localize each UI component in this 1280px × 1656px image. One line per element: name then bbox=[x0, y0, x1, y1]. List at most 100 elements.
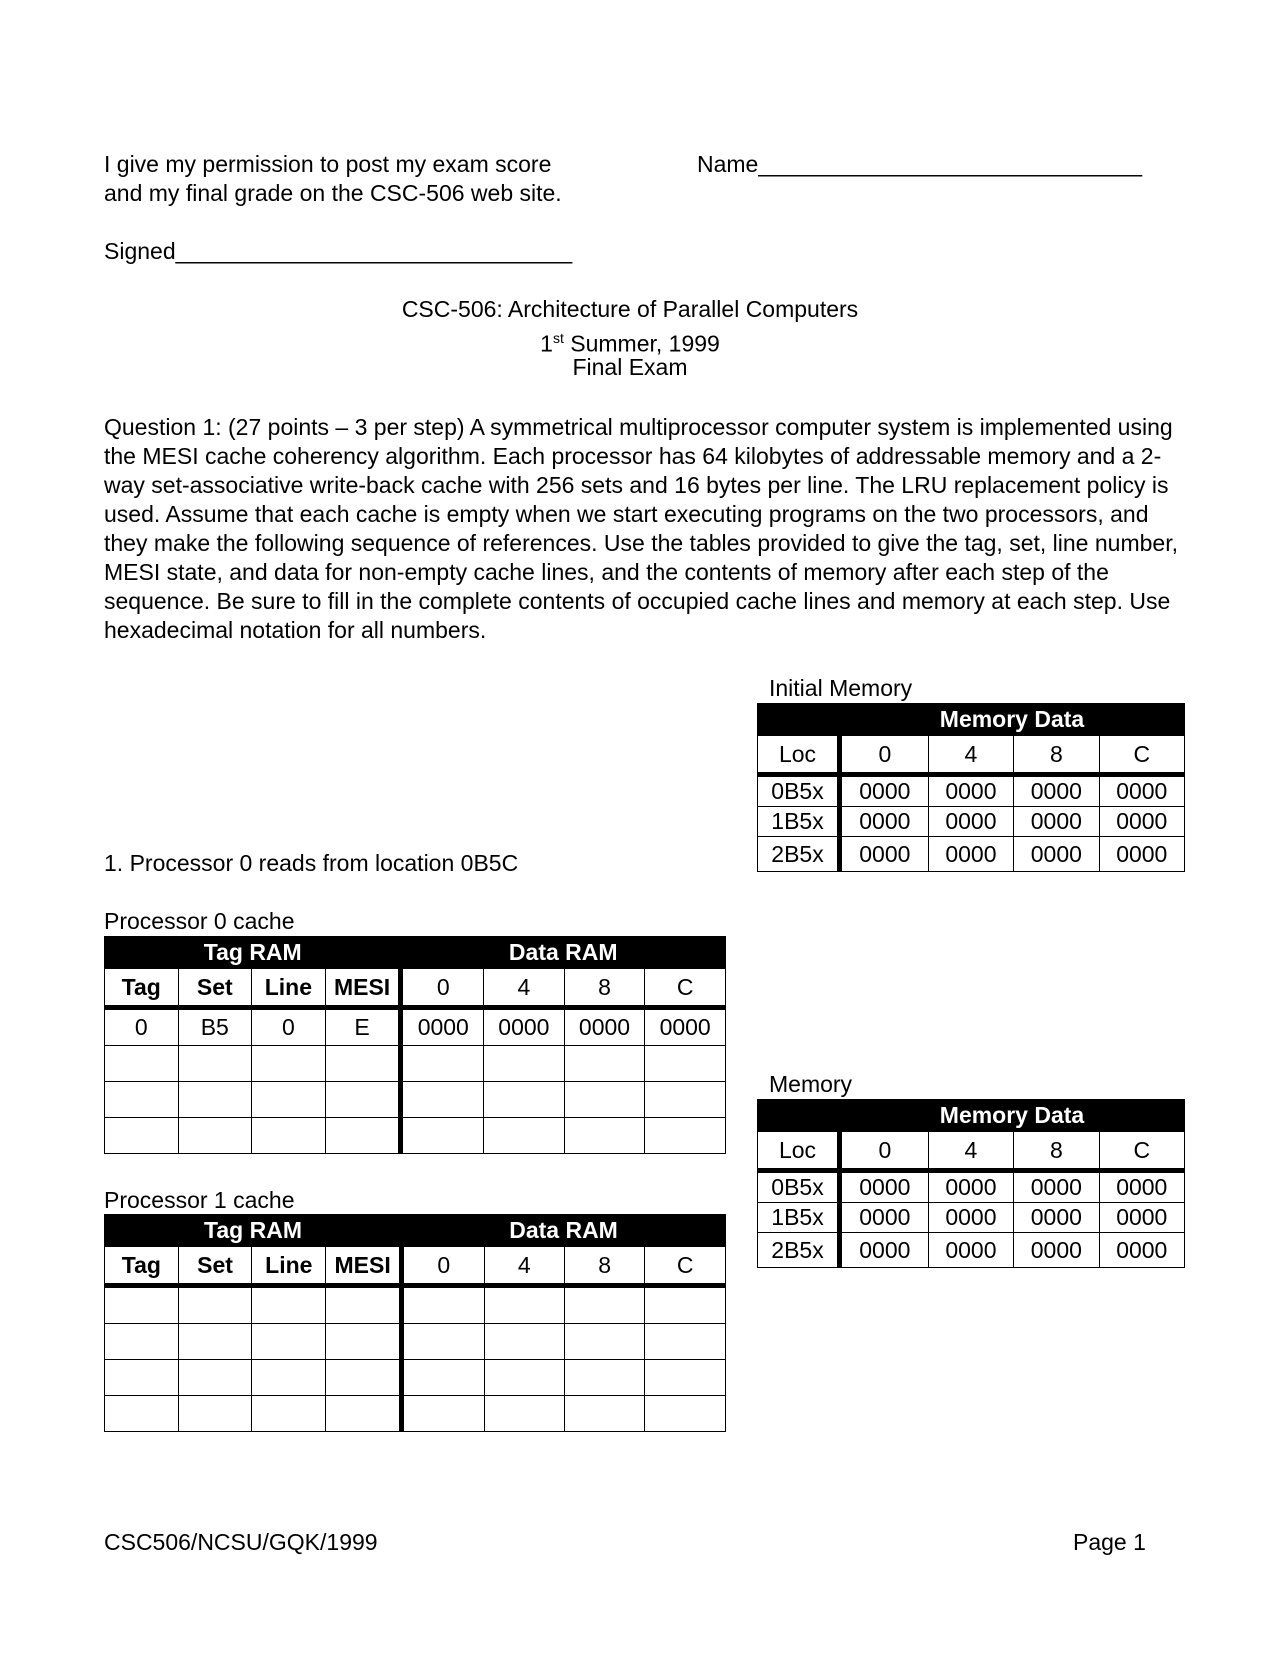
cache-cell[interactable]: 0 bbox=[251, 1007, 326, 1046]
cache-cell[interactable] bbox=[399, 1323, 485, 1360]
term-sup: st bbox=[552, 330, 564, 346]
data-cell: 0000 bbox=[1013, 806, 1100, 837]
cache-line-row bbox=[104, 1117, 726, 1154]
cache-cell[interactable] bbox=[325, 1285, 403, 1324]
cache-cell[interactable] bbox=[251, 1285, 327, 1324]
cache-cell[interactable]: 0000 bbox=[563, 1007, 646, 1046]
column-header: Line bbox=[251, 1246, 327, 1288]
cache-cell[interactable] bbox=[325, 1323, 403, 1360]
cache-cell[interactable] bbox=[177, 1323, 253, 1360]
column-header: C bbox=[1098, 1131, 1186, 1173]
column-header: 8 bbox=[563, 1246, 646, 1288]
cache-cell[interactable] bbox=[483, 1081, 565, 1118]
cache-cell[interactable] bbox=[104, 1045, 179, 1082]
cache-cell[interactable] bbox=[324, 1081, 402, 1118]
cache-cell[interactable] bbox=[398, 1045, 485, 1082]
cache-cell[interactable] bbox=[563, 1117, 646, 1154]
cache-cell[interactable] bbox=[644, 1359, 726, 1396]
cache-cell[interactable] bbox=[177, 1395, 253, 1432]
column-header: Tag bbox=[104, 1246, 179, 1288]
cache-cell[interactable] bbox=[177, 1045, 253, 1082]
column-header-row: Loc 0 4 8 C bbox=[757, 735, 1186, 777]
cache-cell[interactable] bbox=[177, 1359, 253, 1396]
cache-cell[interactable] bbox=[644, 1395, 726, 1432]
cache-cell[interactable] bbox=[563, 1045, 646, 1082]
cache-cell[interactable] bbox=[483, 1045, 565, 1082]
column-header: 0 bbox=[398, 968, 485, 1010]
table-row: 1B5x 0000 0000 0000 0000 bbox=[757, 806, 1186, 837]
cache-cell[interactable] bbox=[251, 1323, 327, 1360]
data-cell: 0000 bbox=[1098, 1232, 1186, 1268]
proc1-label: Processor 1 cache bbox=[104, 1187, 295, 1213]
cache-cell[interactable] bbox=[399, 1359, 485, 1396]
cache-cell[interactable] bbox=[251, 1395, 327, 1432]
cache-cell[interactable] bbox=[325, 1395, 403, 1432]
cache-cell[interactable] bbox=[563, 1081, 646, 1118]
cache-cell[interactable] bbox=[325, 1359, 403, 1396]
cache-cell[interactable]: E bbox=[324, 1007, 402, 1046]
cache-cell[interactable] bbox=[104, 1081, 179, 1118]
group-header-row: Tag RAM Data RAM bbox=[103, 1214, 726, 1247]
column-header: Loc bbox=[757, 1131, 840, 1173]
cache-cell[interactable] bbox=[251, 1081, 326, 1118]
table-row: 1B5x 0000 0000 0000 0000 bbox=[757, 1202, 1186, 1233]
cache-cell[interactable] bbox=[483, 1117, 565, 1154]
cache-cell[interactable] bbox=[483, 1285, 565, 1324]
cache-cell[interactable] bbox=[644, 1285, 726, 1324]
cache-cell[interactable]: B5 bbox=[177, 1007, 253, 1046]
column-header: 0 bbox=[837, 1131, 929, 1173]
cache-cell[interactable] bbox=[104, 1395, 179, 1432]
column-header: MESI bbox=[324, 968, 402, 1010]
cache-line-row bbox=[104, 1359, 726, 1396]
cache-cell[interactable] bbox=[177, 1285, 253, 1324]
cache-cell[interactable] bbox=[483, 1323, 565, 1360]
cache-cell[interactable] bbox=[644, 1081, 726, 1118]
cache-cell[interactable]: 0000 bbox=[644, 1007, 726, 1046]
cache-cell[interactable] bbox=[177, 1117, 253, 1154]
cache-cell[interactable] bbox=[644, 1117, 726, 1154]
cache-cell[interactable] bbox=[324, 1117, 402, 1154]
cache-cell[interactable] bbox=[177, 1081, 253, 1118]
cache-cell[interactable] bbox=[483, 1359, 565, 1396]
cache-cell[interactable] bbox=[251, 1359, 327, 1396]
cache-cell[interactable] bbox=[398, 1081, 485, 1118]
cache-cell[interactable] bbox=[104, 1117, 179, 1154]
signed-field[interactable]: Signed_______________________________ bbox=[104, 238, 573, 264]
data-cell: 0000 bbox=[1098, 1170, 1186, 1203]
column-header: C bbox=[1098, 735, 1186, 777]
cache-cell[interactable] bbox=[483, 1395, 565, 1432]
cache-cell[interactable] bbox=[563, 1285, 646, 1324]
blank-header-cell bbox=[757, 703, 840, 736]
cache-cell[interactable] bbox=[251, 1117, 326, 1154]
cache-cell[interactable] bbox=[563, 1359, 646, 1396]
course-title: CSC-506: Architecture of Parallel Comput… bbox=[401, 296, 859, 322]
cache-cell[interactable] bbox=[398, 1117, 485, 1154]
cache-cell[interactable]: 0 bbox=[104, 1007, 179, 1046]
cache-cell[interactable] bbox=[399, 1395, 485, 1432]
cache-cell[interactable] bbox=[563, 1323, 646, 1360]
data-ram-header: Data RAM bbox=[401, 1214, 726, 1247]
table-row: 0B5x 0000 0000 0000 0000 bbox=[757, 1170, 1186, 1203]
cache-cell[interactable] bbox=[644, 1045, 726, 1082]
column-header: Line bbox=[251, 968, 326, 1010]
cache-cell[interactable] bbox=[563, 1395, 646, 1432]
name-field[interactable]: Name______________________________ bbox=[697, 151, 1143, 177]
column-header: 8 bbox=[1013, 1131, 1100, 1173]
cache-cell[interactable] bbox=[644, 1323, 726, 1360]
permission-line-2: and my final grade on the CSC-506 web si… bbox=[104, 180, 562, 206]
data-cell: 0000 bbox=[927, 774, 1015, 807]
data-cell: 0000 bbox=[1098, 836, 1186, 872]
cache-cell[interactable] bbox=[104, 1285, 179, 1324]
loc-cell: 2B5x bbox=[757, 1232, 840, 1268]
cache-cell[interactable] bbox=[324, 1045, 402, 1082]
column-header: 4 bbox=[927, 735, 1015, 777]
cache-cell[interactable]: 0000 bbox=[483, 1007, 565, 1046]
cache-cell[interactable] bbox=[104, 1323, 179, 1360]
proc0-cache-table: Tag RAM Data RAM Tag Set Line MESI 0 4 8 C 0 B5 0 E 00… bbox=[103, 936, 726, 1154]
cache-cell[interactable] bbox=[104, 1359, 179, 1396]
cache-cell[interactable] bbox=[399, 1285, 485, 1324]
cache-cell[interactable] bbox=[251, 1045, 326, 1082]
cache-cell[interactable]: 0000 bbox=[398, 1007, 485, 1046]
data-cell: 0000 bbox=[927, 806, 1015, 837]
column-header: 4 bbox=[483, 968, 565, 1010]
